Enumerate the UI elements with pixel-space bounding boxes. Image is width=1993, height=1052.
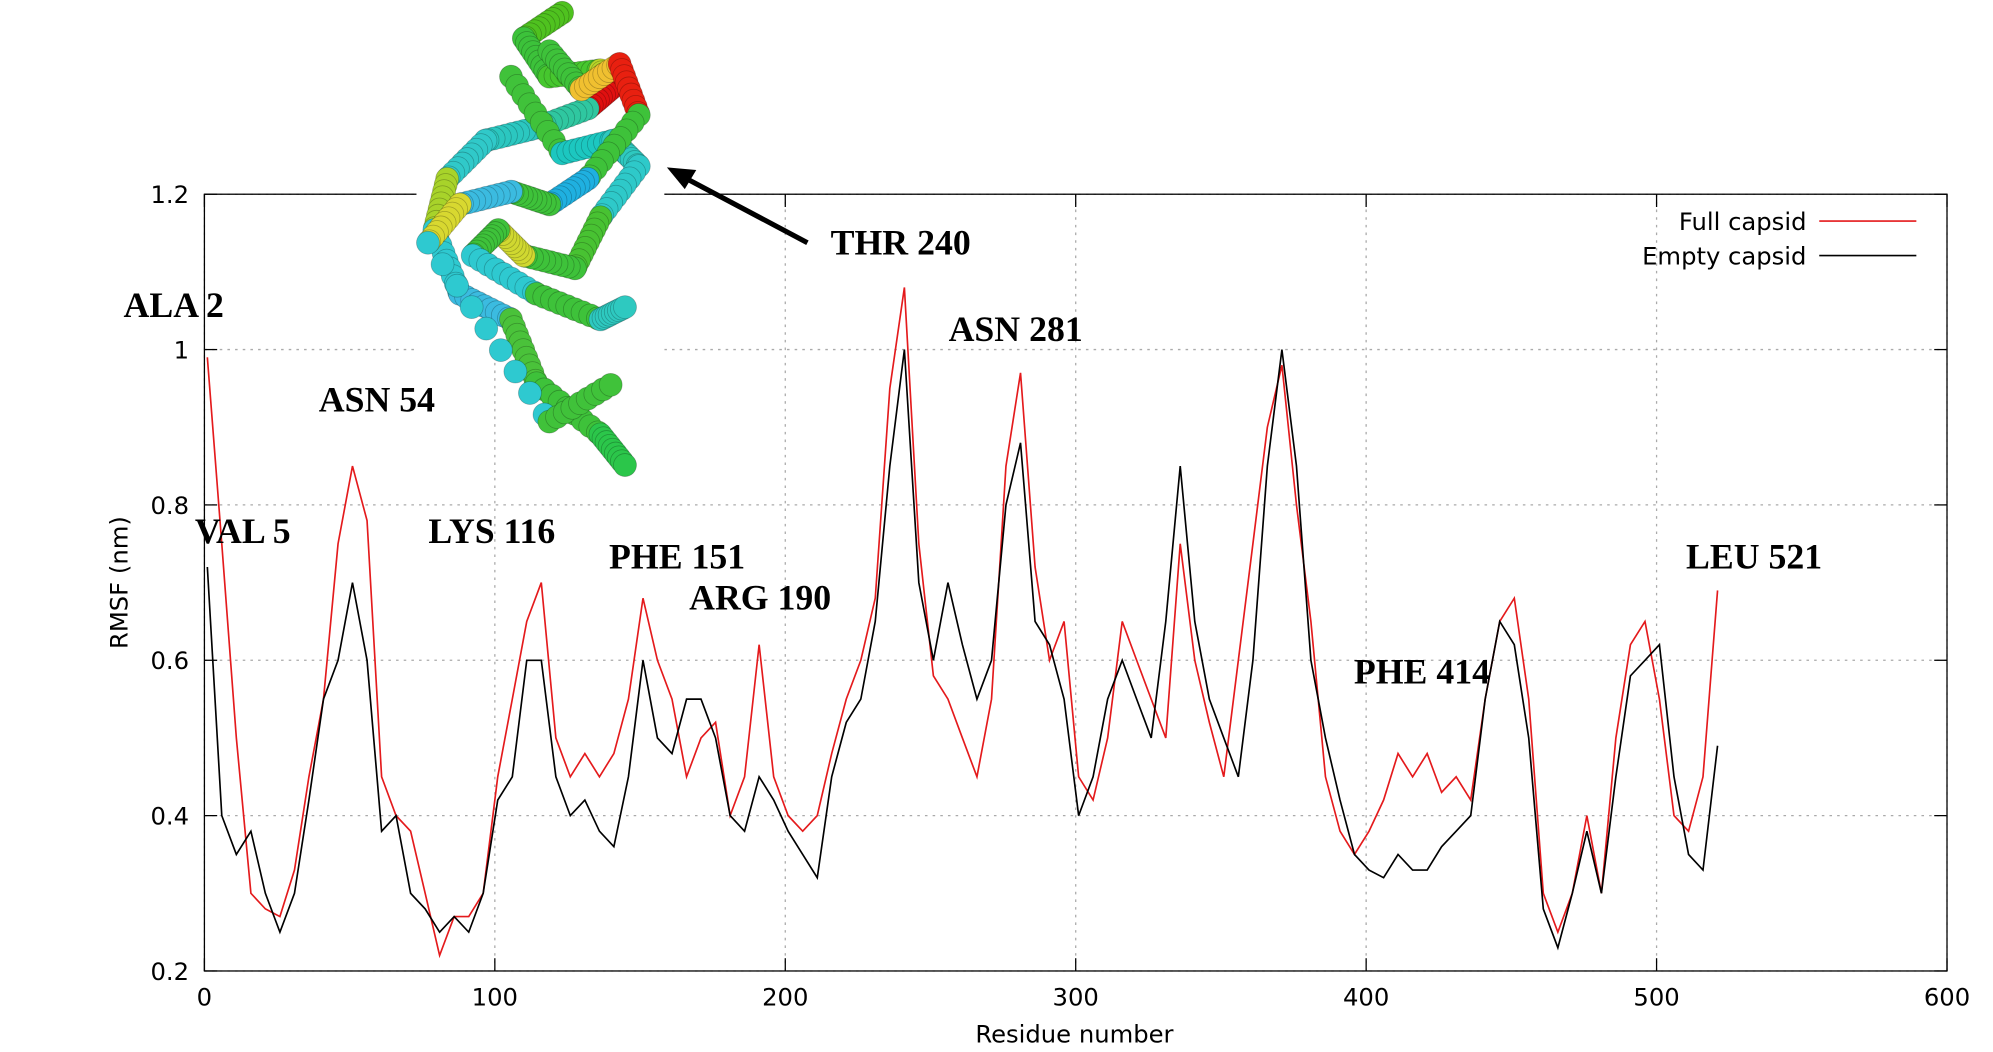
plot-frame bbox=[203, 193, 1948, 972]
y-tick-label: 1 bbox=[174, 336, 189, 365]
x-tick-label: 200 bbox=[762, 982, 808, 1011]
protein-bead bbox=[503, 359, 528, 384]
protein-bead bbox=[430, 252, 455, 277]
protein-bead bbox=[416, 230, 440, 255]
x-axis-label: Residue number bbox=[975, 1020, 1173, 1049]
protein-bead bbox=[488, 338, 513, 362]
arrow bbox=[681, 174, 809, 246]
annotation: PHE 414 bbox=[1354, 652, 1490, 692]
x-tick-label: 600 bbox=[1924, 982, 1970, 1011]
annotation: PHE 151 bbox=[609, 537, 745, 577]
annotation: ARG 190 bbox=[689, 577, 831, 617]
y-tick-label: 0.6 bbox=[150, 646, 189, 675]
y-axis-label: RMSF (nm) bbox=[105, 516, 134, 649]
arrow-head bbox=[666, 167, 697, 190]
annotation: VAL 5 bbox=[195, 511, 291, 551]
protein-bead bbox=[518, 381, 542, 405]
annotation: ASN 54 bbox=[319, 379, 435, 419]
x-tick-label: 300 bbox=[1053, 982, 1099, 1011]
protein-structure bbox=[416, 0, 651, 477]
x-tick-label: 0 bbox=[197, 982, 212, 1011]
legend-label: Full capsid bbox=[1679, 207, 1807, 236]
protein-bead bbox=[445, 273, 469, 298]
protein-bead bbox=[459, 295, 484, 320]
protein-bead bbox=[613, 295, 637, 320]
x-tick-label: 100 bbox=[472, 982, 518, 1011]
protein-bead bbox=[613, 453, 637, 477]
y-tick-label: 0.2 bbox=[150, 957, 189, 986]
series-line bbox=[206, 349, 1719, 951]
protein-bead bbox=[474, 316, 499, 341]
protein-bead bbox=[598, 372, 623, 397]
series-line bbox=[206, 287, 1719, 959]
annotation: ASN 281 bbox=[949, 309, 1083, 349]
annotation: ALA 2 bbox=[124, 285, 224, 325]
x-tick-label: 400 bbox=[1343, 982, 1389, 1011]
y-tick-label: 1.2 bbox=[150, 180, 189, 209]
annotation: THR 240 bbox=[831, 222, 971, 262]
legend-label: Empty capsid bbox=[1642, 241, 1806, 270]
y-tick-label: 0.4 bbox=[150, 802, 189, 831]
y-tick-label: 0.8 bbox=[150, 491, 189, 520]
x-tick-label: 500 bbox=[1633, 982, 1679, 1011]
annotation: LYS 116 bbox=[428, 511, 555, 551]
annotation: LEU 521 bbox=[1686, 537, 1822, 577]
